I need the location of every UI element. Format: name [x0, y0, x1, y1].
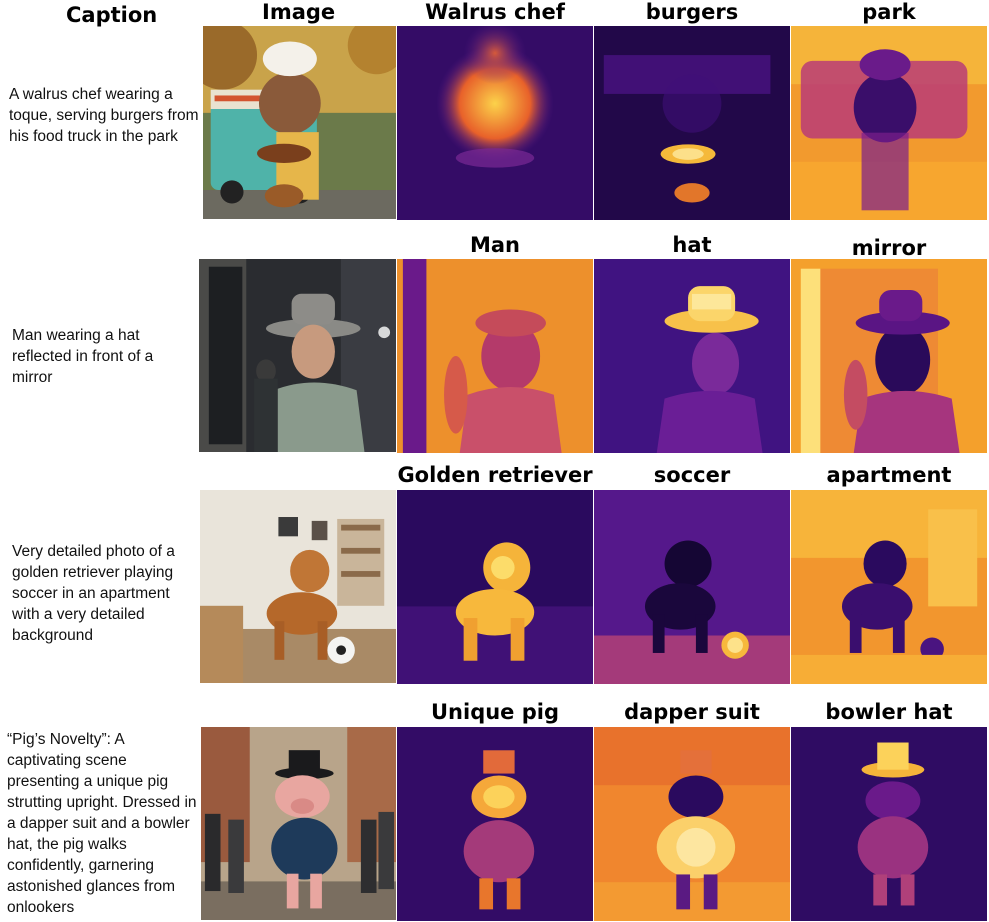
heatmap-label: Golden retriever [397, 463, 593, 487]
heatmap-label: bowler hat [825, 700, 953, 724]
heatmap-golden-retriever [397, 490, 593, 684]
row-caption: A walrus chef wearing a toque, serving b… [9, 86, 199, 145]
heatmap-man [397, 259, 593, 453]
heatmap-dapper-suit [594, 727, 790, 921]
column-header-caption: Caption [66, 3, 158, 27]
heatmap-label: apartment [826, 463, 952, 487]
heatmap-label: park [862, 0, 916, 24]
man-hat-photo [199, 259, 396, 452]
heatmap-park [791, 26, 987, 220]
row-caption: “Pig’s Novelty”: A captivating scene pre… [7, 731, 197, 916]
heatmap-walrus-chef [397, 26, 593, 220]
heatmap-mirror [791, 259, 987, 453]
column-header-image: Image [262, 0, 336, 24]
heatmap-label: Unique pig [431, 700, 559, 724]
heatmap-hat [594, 259, 790, 453]
heatmap-label: burgers [645, 0, 739, 24]
row-caption: Very detailed photo of a golden retrieve… [12, 543, 175, 644]
heatmap-soccer [594, 490, 790, 684]
heatmap-apartment [791, 490, 987, 684]
heatmap-label: mirror [851, 236, 927, 260]
heatmap-label: dapper suit [624, 700, 760, 724]
unique-pig-photo [201, 727, 396, 920]
heatmap-label: Walrus chef [425, 0, 565, 24]
heatmap-label: Man [469, 233, 521, 257]
heatmap-label: hat [672, 233, 712, 257]
heatmap-unique-pig [397, 727, 593, 921]
golden-retriever-photo [200, 490, 396, 683]
walrus-chef-photo [203, 26, 396, 219]
heatmap-bowler-hat [791, 727, 987, 921]
heatmap-burgers [594, 26, 790, 220]
row-caption: Man wearing a hat reflected in front of … [12, 327, 154, 386]
heatmap-label: soccer [653, 463, 731, 487]
